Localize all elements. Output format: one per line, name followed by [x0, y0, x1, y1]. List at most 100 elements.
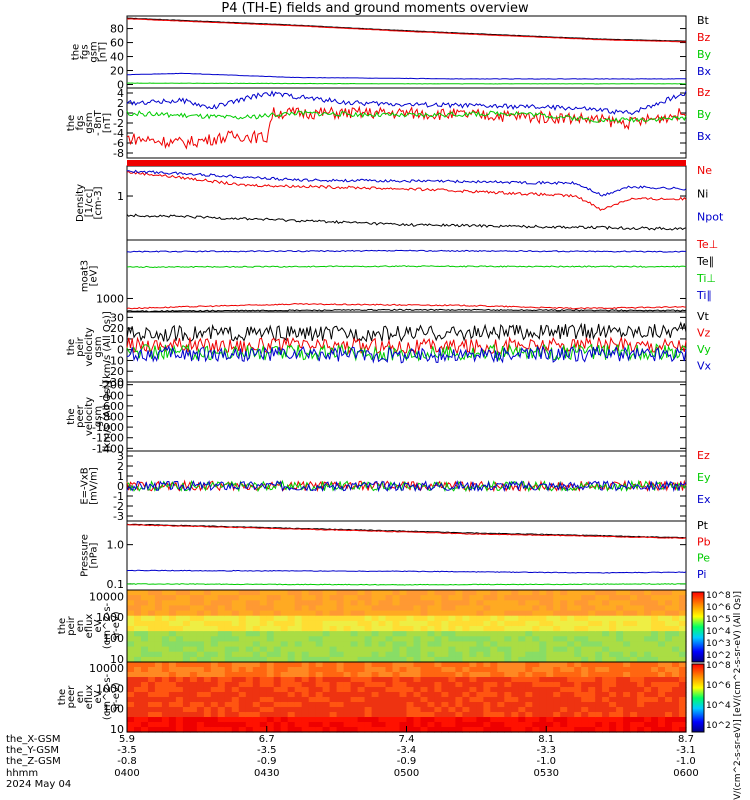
spectrogram-cell — [595, 687, 603, 693]
spectrogram-cell — [490, 620, 498, 627]
spectrogram-cell — [427, 610, 436, 617]
spectrogram-cell — [217, 610, 226, 617]
spectrogram-cell — [644, 682, 652, 688]
spectrogram-cell — [134, 636, 142, 642]
spectrogram-cell — [210, 605, 219, 612]
spectrogram-cell — [224, 672, 233, 678]
spectrogram-cell — [504, 697, 512, 703]
spectrogram-cell — [322, 615, 331, 622]
spectrogram-cell — [567, 595, 575, 601]
spectrogram-cell — [504, 641, 512, 648]
spectrogram-cell — [154, 702, 163, 708]
spectrogram-cell — [616, 682, 624, 688]
spectrogram-cell — [127, 595, 135, 601]
spectrogram-cell — [546, 677, 554, 683]
spectrogram-cell — [679, 677, 687, 683]
spectrogram-cell — [287, 620, 296, 627]
spectrogram-cell — [134, 662, 142, 668]
spectrogram-cell — [266, 656, 275, 663]
spectrogram-cell — [210, 620, 219, 627]
spectrogram-cell — [127, 712, 135, 718]
spectrogram-cell — [336, 641, 345, 648]
spectrogram-cell — [413, 687, 422, 693]
spectrogram-cell — [315, 646, 324, 653]
spectrogram-cell — [259, 707, 268, 713]
spectrogram-cell — [175, 687, 184, 693]
spectrogram-cell — [511, 692, 519, 698]
spectrogram-cell — [427, 677, 436, 683]
spectrogram-cell — [658, 662, 666, 668]
spectrogram-cell — [280, 610, 289, 617]
spectrogram-cell — [280, 692, 289, 698]
spectrogram-cell — [623, 646, 631, 653]
spectrogram-cell — [630, 677, 638, 683]
spectrogram-cell — [182, 610, 191, 617]
spectrogram-cell — [413, 692, 422, 698]
spectrogram-cell — [532, 687, 540, 693]
y-axis-label: velocity — [84, 397, 95, 436]
spectrogram-cell — [371, 682, 380, 688]
spectrogram-cell — [406, 600, 415, 606]
legend-Pi: Pi — [697, 568, 706, 581]
spectrogram-cell — [350, 702, 359, 708]
spectrogram-cell — [595, 595, 603, 601]
spectrogram-cell — [511, 651, 519, 658]
spectrogram-cell — [588, 631, 596, 637]
spectrogram-cell — [154, 641, 163, 648]
spectrogram-cell — [623, 662, 631, 668]
spectrogram-cell — [245, 687, 254, 693]
spectrogram-cell — [434, 662, 442, 668]
spectrogram-cell — [294, 707, 303, 713]
spectrogram-cell — [525, 656, 533, 663]
spectrogram-cell — [287, 631, 296, 637]
spectrogram-cell — [273, 722, 282, 728]
spectrogram-cell — [588, 610, 596, 617]
spectrogram-cell — [483, 717, 491, 723]
spectrogram-cell — [245, 636, 254, 642]
spectrogram-cell — [595, 615, 603, 622]
spectrogram-cell — [224, 717, 233, 723]
spectrogram-cell — [175, 605, 184, 612]
spectrogram-cell — [231, 620, 240, 627]
spectrogram-cell — [560, 626, 568, 632]
spectrogram-cell — [616, 672, 624, 678]
spectrogram-cell — [588, 641, 596, 648]
spectrogram-cell — [497, 641, 505, 648]
spectrogram-cell — [504, 667, 512, 673]
spectrogram-cell — [483, 727, 491, 733]
spectrogram-cell — [665, 656, 673, 663]
spectrogram-cell — [141, 662, 149, 668]
spectrogram-cell — [595, 651, 603, 658]
spectrogram-cell — [581, 631, 589, 637]
spectrogram-cell — [553, 590, 561, 596]
spectrogram-cell — [504, 605, 512, 612]
spectrogram-cell — [231, 682, 240, 688]
spectrogram-cell — [504, 636, 512, 642]
spectrogram-cell — [455, 595, 463, 601]
spectrogram-cell — [462, 595, 470, 601]
spectrogram-cell — [455, 626, 463, 632]
spectrogram-cell — [665, 692, 673, 698]
spectrogram-cell — [308, 641, 317, 648]
spectrogram-cell — [630, 682, 638, 688]
spectrogram-cell — [385, 682, 394, 688]
spectrogram-cell — [448, 600, 456, 606]
spectrogram-cell — [371, 636, 380, 642]
spectrogram-cell — [392, 595, 401, 601]
spectrogram-cell — [217, 636, 226, 642]
spectrogram-cell — [259, 590, 268, 596]
spectrogram-cell — [672, 600, 680, 606]
spectrogram-cell — [245, 707, 254, 713]
spectrogram-cell — [406, 615, 415, 622]
spectrogram-cell — [658, 610, 666, 617]
spectrogram-cell — [259, 677, 268, 683]
spectrogram-cell — [588, 646, 596, 653]
series-Ex-line — [126, 479, 687, 493]
spectrogram-cell — [287, 687, 296, 693]
spectrogram-cell — [406, 687, 415, 693]
spectrogram-cell — [623, 615, 631, 622]
spectrogram-cell — [378, 682, 387, 688]
spectrogram-cell — [141, 727, 149, 733]
y-tick-label: -1400 — [92, 442, 124, 455]
spectrogram-cell — [434, 672, 442, 678]
